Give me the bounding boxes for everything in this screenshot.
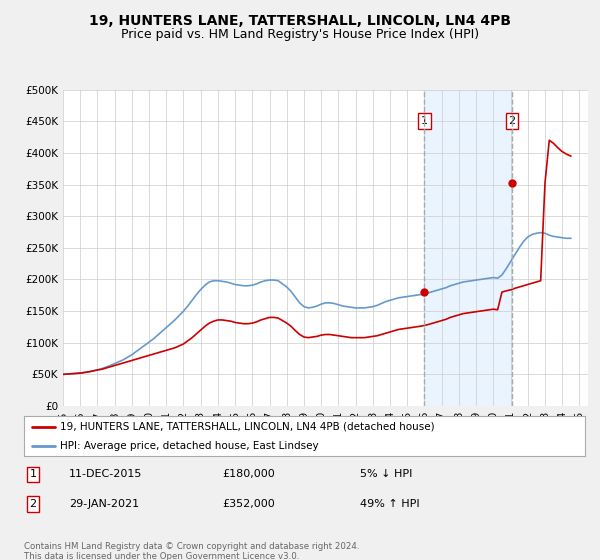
Text: 2: 2 [508,116,515,126]
Bar [424,90,512,406]
Text: 29-JAN-2021: 29-JAN-2021 [69,499,139,509]
Text: £180,000: £180,000 [222,469,275,479]
Text: Contains HM Land Registry data © Crown copyright and database right 2024.
This d: Contains HM Land Registry data © Crown c… [24,542,359,560]
Text: 5% ↓ HPI: 5% ↓ HPI [360,469,412,479]
Text: 49% ↑ HPI: 49% ↑ HPI [360,499,419,509]
Text: 19, HUNTERS LANE, TATTERSHALL, LINCOLN, LN4 4PB (detached house): 19, HUNTERS LANE, TATTERSHALL, LINCOLN, … [61,422,435,432]
Text: Price paid vs. HM Land Registry's House Price Index (HPI): Price paid vs. HM Land Registry's House … [121,28,479,41]
Text: 19, HUNTERS LANE, TATTERSHALL, LINCOLN, LN4 4PB: 19, HUNTERS LANE, TATTERSHALL, LINCOLN, … [89,14,511,28]
Text: 11-DEC-2015: 11-DEC-2015 [69,469,142,479]
Text: HPI: Average price, detached house, East Lindsey: HPI: Average price, detached house, East… [61,441,319,450]
Text: 2: 2 [29,499,37,509]
Text: 1: 1 [29,469,37,479]
Text: 1: 1 [421,116,428,126]
Text: £352,000: £352,000 [222,499,275,509]
